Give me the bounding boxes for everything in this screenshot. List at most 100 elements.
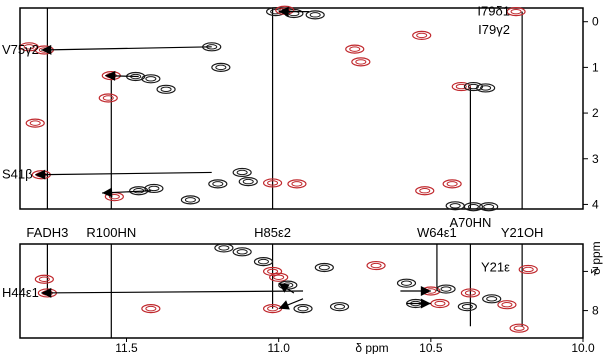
peak-label: I79δ1: [477, 4, 510, 19]
peak-label: Y21ε: [481, 260, 510, 275]
peak-contour: [436, 284, 456, 294]
peak-contour-inner: [242, 178, 254, 185]
x-axis-label: δ ppm: [355, 341, 388, 354]
peak-contour: [497, 300, 517, 310]
peak-contour: [269, 272, 289, 282]
lower-panel-frame: [19, 243, 584, 339]
peak-contour-inner: [464, 290, 476, 296]
x-tick-label: 10.0: [571, 341, 595, 354]
peak-contour-inner: [212, 181, 224, 187]
peak-contour-inner: [467, 204, 479, 210]
peak-contour-inner: [102, 95, 114, 101]
peak-contour-inner: [160, 86, 172, 93]
upper-panel-frame: [19, 7, 584, 210]
peak-contour-inner: [455, 83, 467, 90]
y-tick-label: 7: [592, 264, 599, 278]
peak-contour-inner: [349, 46, 361, 52]
peak-contour: [509, 323, 529, 333]
peak-contour-inner: [461, 303, 473, 310]
lower-peaks: [34, 243, 538, 333]
peak-contour: [141, 74, 161, 84]
peak-contour: [396, 278, 417, 288]
peak-contour: [460, 288, 480, 298]
peak-contour-inner: [108, 193, 120, 200]
peak-contour-inner: [23, 44, 35, 50]
peak-contour: [253, 257, 274, 267]
peak-contour: [232, 167, 252, 178]
peak-contour: [451, 81, 471, 92]
peak-contour: [476, 83, 496, 93]
peak-contour-inner: [184, 197, 196, 203]
arrow-head: [105, 70, 116, 81]
peak-contour-inner: [467, 83, 479, 90]
peak-contour-inner: [218, 245, 230, 251]
connectivity-arrow: [41, 290, 304, 294]
peak-contour-inner: [416, 32, 428, 39]
arrow-head: [278, 300, 290, 310]
peak-label: V75γ2: [2, 42, 39, 57]
peak-contour: [156, 84, 176, 94]
upper-arrows: [35, 6, 310, 198]
peak-contour-inner: [446, 181, 458, 187]
arrow-head: [278, 6, 289, 17]
peak-contour-inner: [501, 302, 513, 308]
peak-contour-inner: [370, 262, 382, 269]
peak-contour: [345, 44, 365, 54]
peak-contour: [463, 81, 484, 92]
peak-contour-inner: [449, 203, 461, 209]
peak-contour-inner: [145, 76, 157, 82]
y-tick-label: 1: [592, 60, 599, 74]
peak-contour-inner: [236, 249, 248, 255]
peak-contour: [287, 179, 307, 189]
peak-contour: [180, 195, 201, 205]
peak-label: H44ε1: [2, 285, 39, 300]
peak-contour: [518, 264, 538, 275]
peak-contour: [262, 178, 283, 188]
arrow-head: [420, 298, 431, 309]
peak-contour-inner: [400, 280, 412, 286]
peak-contour: [293, 304, 313, 314]
peak-contour: [482, 294, 502, 304]
peak-contour-inner: [510, 8, 522, 15]
peak-contour: [98, 93, 118, 103]
peak-contour-inner: [513, 325, 525, 331]
peak-contour-inner: [440, 286, 452, 292]
x-tick-label: 11.0: [267, 341, 290, 354]
column-label: FADH3: [26, 225, 68, 240]
peak-label: I79γ2: [478, 22, 510, 37]
peak-contour: [232, 247, 252, 257]
peak-contour-inner: [267, 180, 279, 186]
peak-contour-inner: [236, 169, 248, 176]
arrow-head: [278, 283, 290, 293]
lower-connectivity-lines: [46, 244, 523, 338]
upper-y-axis: 0 1 2 3 4: [583, 15, 599, 211]
peak-contour: [415, 186, 435, 196]
peak-contour-inner: [29, 120, 41, 126]
peak-contour: [412, 30, 432, 41]
peak-contour-inner: [355, 59, 367, 65]
peak-contour: [238, 176, 258, 187]
peak-contour: [208, 179, 228, 189]
y-tick-label: 3: [592, 152, 599, 166]
peak-contour: [141, 304, 161, 314]
lower-peak-labels: H44ε1 Y21ε: [2, 260, 510, 300]
column-label: A70HN: [449, 215, 491, 230]
arrow-head: [102, 187, 113, 198]
lower-y-axis: 78: [583, 264, 599, 318]
peak-contour-inner: [419, 188, 431, 194]
peak-contour: [211, 62, 231, 72]
column-label: H85ε2: [254, 225, 291, 240]
peak-contour: [25, 118, 45, 128]
upper-peak-labels: V75γ2 S41β I79δ1 I79γ2: [2, 4, 510, 182]
y-tick-label: 8: [592, 304, 599, 318]
y-tick-label: 2: [592, 106, 599, 120]
column-label: W64ε1: [417, 225, 457, 240]
peak-contour-inner: [334, 303, 346, 310]
peak-contour: [506, 7, 526, 17]
peak-contour-inner: [483, 204, 495, 210]
y-tick-label: 4: [592, 197, 599, 211]
peak-contour-inner: [434, 300, 446, 307]
